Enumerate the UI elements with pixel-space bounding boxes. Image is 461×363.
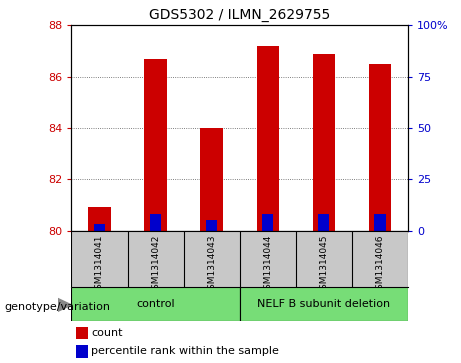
Bar [71,287,240,321]
Bar [206,220,217,231]
Polygon shape [58,298,71,311]
Bar [369,64,391,231]
Bar [374,214,385,231]
Bar [201,128,223,231]
Title: GDS5302 / ILMN_2629755: GDS5302 / ILMN_2629755 [149,8,331,22]
Text: GSM1314043: GSM1314043 [207,234,216,295]
Text: percentile rank within the sample: percentile rank within the sample [91,346,279,356]
Bar [94,224,105,231]
Bar [88,207,111,231]
Text: GSM1314041: GSM1314041 [95,234,104,295]
Text: genotype/variation: genotype/variation [5,302,111,312]
Text: NELF B subunit deletion: NELF B subunit deletion [257,299,390,309]
Bar [313,54,335,231]
Bar [150,214,161,231]
Bar [256,46,279,231]
Bar [240,287,408,321]
Bar [144,59,167,231]
Bar [318,214,330,231]
Text: count: count [91,328,123,338]
Text: GSM1314044: GSM1314044 [263,234,272,295]
Text: GSM1314046: GSM1314046 [375,234,384,295]
Text: GSM1314045: GSM1314045 [319,234,328,295]
Text: control: control [136,299,175,309]
Text: GSM1314042: GSM1314042 [151,234,160,295]
Bar [262,214,273,231]
